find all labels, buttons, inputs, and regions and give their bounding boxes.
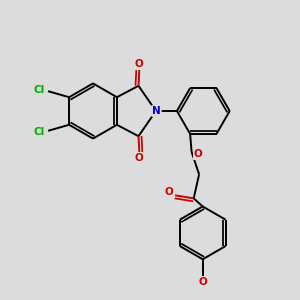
Text: O: O [198, 278, 207, 287]
Text: N: N [152, 106, 161, 116]
Text: Cl: Cl [34, 85, 45, 95]
Text: O: O [135, 59, 144, 69]
Text: O: O [165, 188, 173, 197]
Text: O: O [135, 153, 144, 163]
Text: Cl: Cl [34, 127, 45, 137]
Text: O: O [194, 149, 203, 159]
